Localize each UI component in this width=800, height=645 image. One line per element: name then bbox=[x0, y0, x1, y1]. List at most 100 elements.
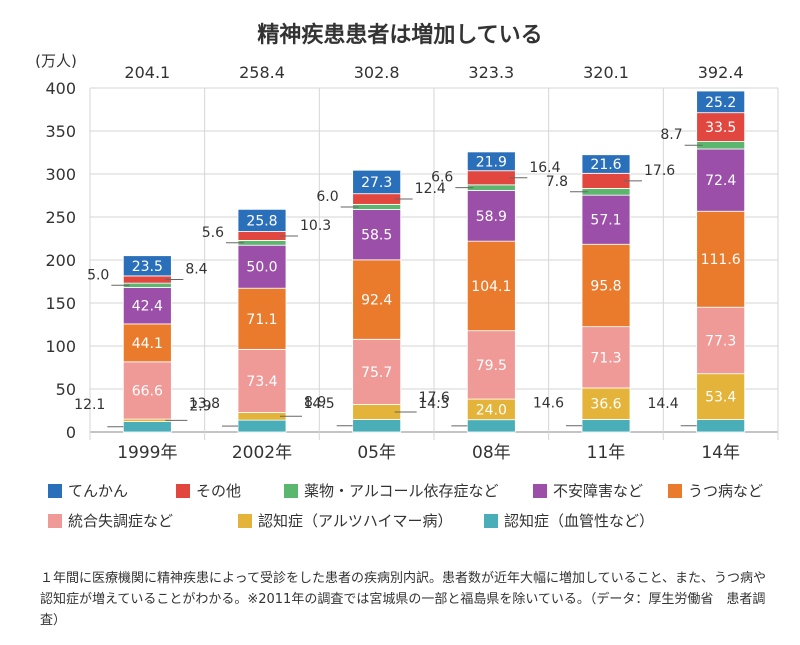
data-label: 21.9 bbox=[476, 154, 507, 170]
y-axis-label: (万人) bbox=[35, 52, 77, 70]
x-tick-label: 2002年 bbox=[232, 443, 292, 463]
data-label: 23.5 bbox=[132, 259, 163, 275]
legend-swatch bbox=[284, 484, 298, 498]
bar-segment bbox=[352, 403, 402, 420]
legend-swatch bbox=[533, 484, 547, 498]
x-tick-label: 11年 bbox=[587, 443, 626, 463]
legend-label: 統合失調症など bbox=[68, 512, 173, 530]
bar-segment bbox=[237, 244, 287, 289]
bar-segment bbox=[237, 287, 287, 350]
bar-segment bbox=[466, 190, 516, 242]
bar-segment bbox=[122, 287, 172, 325]
legend-swatch bbox=[668, 484, 682, 498]
legend-label: 認知症（アルツハイマー病） bbox=[258, 512, 453, 530]
total-label: 320.1 bbox=[583, 63, 629, 82]
chart-title: 精神疾患患者は増加している bbox=[257, 22, 542, 48]
legend-label: うつ病など bbox=[688, 482, 763, 500]
bar-segment bbox=[581, 387, 631, 420]
data-label: 8.9 bbox=[304, 394, 326, 410]
bar-segment bbox=[696, 419, 746, 433]
data-label: 14.5 bbox=[303, 396, 334, 412]
bar-segment bbox=[581, 172, 631, 189]
y-tick-label: 350 bbox=[45, 122, 76, 141]
chart: 精神疾患患者は増加している (万人) 0 50 100 150 200 250 300 350 40… bbox=[35, 22, 779, 530]
data-label: 104.1 bbox=[471, 279, 511, 295]
legend-label: 不安障害など bbox=[553, 482, 643, 500]
bar-segment bbox=[352, 169, 402, 195]
data-label: 10.3 bbox=[300, 218, 331, 234]
bar-segment bbox=[466, 419, 516, 433]
data-label: 16.4 bbox=[529, 160, 560, 176]
data-label: 71.1 bbox=[246, 312, 277, 328]
bar-segment bbox=[466, 184, 516, 191]
data-label: 72.4 bbox=[705, 173, 736, 189]
x-tick-label: 14年 bbox=[701, 443, 740, 463]
bar-segment bbox=[122, 275, 172, 284]
bar-segment bbox=[352, 203, 402, 210]
data-label: 5.6 bbox=[202, 225, 224, 241]
bar-segment bbox=[581, 194, 631, 245]
total-label: 323.3 bbox=[468, 63, 514, 82]
data-label: 71.3 bbox=[590, 350, 621, 366]
data-label: 50.0 bbox=[246, 260, 277, 276]
bar-segment bbox=[581, 326, 631, 389]
data-label: 77.3 bbox=[705, 333, 736, 349]
bar-segment bbox=[696, 141, 746, 150]
data-label: 33.5 bbox=[705, 120, 736, 136]
data-label: 21.6 bbox=[590, 157, 621, 173]
y-tick-label: 0 bbox=[66, 423, 76, 442]
bar-segment bbox=[581, 188, 631, 196]
total-label: 392.4 bbox=[698, 63, 744, 82]
bar-segment bbox=[696, 306, 746, 375]
data-label: 6.6 bbox=[431, 170, 453, 186]
data-label: 75.7 bbox=[361, 365, 392, 381]
data-label: 57.1 bbox=[590, 213, 621, 229]
bar-segment bbox=[237, 239, 287, 246]
y-tick-label: 100 bbox=[45, 337, 76, 356]
data-label: 12.1 bbox=[74, 397, 105, 413]
total-label: 302.8 bbox=[354, 63, 400, 82]
data-label: 44.1 bbox=[132, 336, 163, 352]
bar-segment bbox=[696, 90, 746, 114]
bar-segment bbox=[581, 419, 631, 433]
y-tick-label: 50 bbox=[56, 380, 76, 399]
legend-swatch bbox=[238, 514, 252, 528]
figure-caption: １年間に医療機関に精神疾患によって受診をした患者の疾病別内訳。患者数が近年大幅に… bbox=[40, 571, 767, 628]
data-label: 17.6 bbox=[419, 390, 450, 406]
bar-segment bbox=[237, 231, 287, 241]
bar-segment bbox=[352, 419, 402, 433]
bar-segment bbox=[696, 373, 746, 421]
bar-segment bbox=[581, 154, 631, 174]
y-tick-label: 300 bbox=[45, 165, 76, 184]
bar-segment bbox=[466, 170, 516, 186]
bar-segment bbox=[352, 193, 402, 205]
data-label: 53.4 bbox=[705, 390, 736, 406]
bar-segment bbox=[237, 348, 287, 413]
bar-segment bbox=[237, 208, 287, 232]
data-label: 25.2 bbox=[705, 95, 736, 111]
data-label: 7.8 bbox=[546, 174, 568, 190]
bar-segment bbox=[352, 338, 402, 405]
bar-segment bbox=[237, 419, 287, 433]
data-label: 92.4 bbox=[361, 293, 392, 309]
legend-swatch bbox=[176, 484, 190, 498]
data-label: 42.4 bbox=[132, 299, 163, 315]
data-label: 8.4 bbox=[185, 262, 207, 278]
bar-segment bbox=[352, 259, 402, 340]
bar-segment bbox=[696, 148, 746, 212]
data-label: 24.0 bbox=[476, 402, 507, 418]
bar-segment bbox=[466, 240, 516, 332]
x-tick-label: 1999年 bbox=[117, 443, 177, 463]
bar-segment bbox=[122, 361, 172, 420]
legend-swatch bbox=[48, 484, 62, 498]
data-label: 58.9 bbox=[476, 209, 507, 225]
x-tick-label: 08年 bbox=[472, 443, 511, 463]
data-label: 36.6 bbox=[590, 397, 621, 413]
data-label: 79.5 bbox=[476, 358, 507, 374]
data-label: 12.4 bbox=[415, 181, 446, 197]
y-tick-label: 400 bbox=[45, 79, 76, 98]
data-label: 25.8 bbox=[246, 213, 277, 229]
legend-label: 認知症（血管性など） bbox=[504, 512, 654, 530]
legend-label: 薬物・アルコール依存症など bbox=[304, 482, 499, 500]
data-label: 14.6 bbox=[533, 396, 564, 412]
